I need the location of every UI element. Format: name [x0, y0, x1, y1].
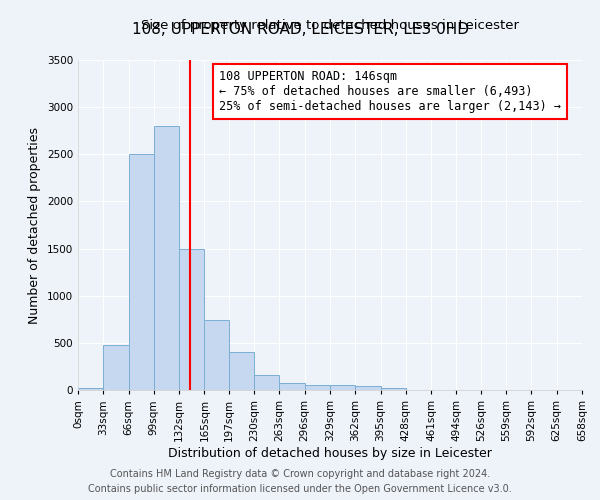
- Bar: [78, 388, 103, 390]
- Text: 108 UPPERTON ROAD: 146sqm
← 75% of detached houses are smaller (6,493)
25% of se: 108 UPPERTON ROAD: 146sqm ← 75% of detac…: [219, 70, 561, 113]
- Bar: [154, 126, 179, 390]
- Bar: [128, 154, 154, 390]
- Bar: [355, 386, 380, 390]
- Bar: [254, 376, 280, 390]
- Bar: [330, 386, 355, 390]
- Y-axis label: Number of detached properties: Number of detached properties: [28, 126, 41, 324]
- Bar: [229, 352, 254, 390]
- Bar: [380, 388, 406, 390]
- Text: 108, UPPERTON ROAD, LEICESTER, LE3 0HD: 108, UPPERTON ROAD, LEICESTER, LE3 0HD: [131, 22, 469, 38]
- Title: Size of property relative to detached houses in Leicester: Size of property relative to detached ho…: [141, 20, 519, 32]
- Bar: [305, 385, 330, 390]
- Text: Contains HM Land Registry data © Crown copyright and database right 2024.
Contai: Contains HM Land Registry data © Crown c…: [88, 469, 512, 494]
- Bar: [205, 320, 229, 390]
- Bar: [103, 344, 128, 390]
- X-axis label: Distribution of detached houses by size in Leicester: Distribution of detached houses by size …: [168, 446, 492, 460]
- Bar: [280, 383, 305, 390]
- Bar: [179, 248, 205, 390]
